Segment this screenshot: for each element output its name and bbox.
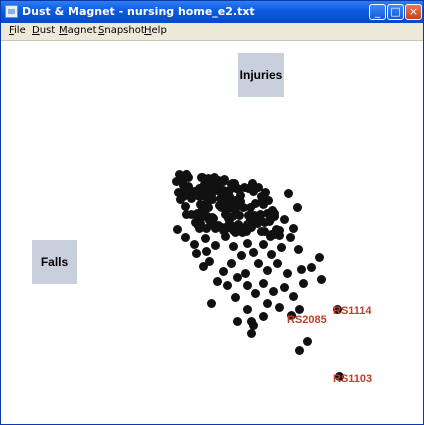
dust-particle[interactable] <box>247 329 256 338</box>
menu-magnet[interactable]: Magnet <box>59 25 97 36</box>
dust-particle[interactable] <box>231 293 240 302</box>
dust-particle[interactable] <box>260 218 269 227</box>
menu-bar: File Dust Magnet Snapshot Help <box>1 23 423 41</box>
dust-particle[interactable] <box>235 211 244 220</box>
dust-particle[interactable] <box>259 312 268 321</box>
magnet-falls[interactable]: Falls <box>32 240 77 284</box>
dust-particle[interactable] <box>223 281 232 290</box>
dust-particle[interactable] <box>201 234 210 243</box>
dust-particle[interactable] <box>254 259 263 268</box>
dust-particle[interactable] <box>221 210 230 219</box>
maximize-button[interactable]: □ <box>387 4 404 20</box>
menu-dust-label: ust <box>40 25 55 36</box>
menu-file-label: ile <box>14 25 26 36</box>
dust-particle[interactable] <box>227 221 236 230</box>
dust-particle[interactable] <box>248 179 257 188</box>
dust-particle[interactable] <box>283 269 292 278</box>
window-title: Dust & Magnet - nursing home_e2.txt <box>22 5 255 18</box>
dust-particle[interactable] <box>263 266 272 275</box>
menu-help-label: elp <box>152 25 167 36</box>
menu-help-key: H <box>144 25 152 36</box>
menu-dust-key: D <box>32 25 40 36</box>
dust-particle[interactable] <box>196 219 205 228</box>
title-bar[interactable]: Dust & Magnet - nursing home_e2.txt _ □ … <box>1 1 423 23</box>
dust-particle[interactable] <box>211 241 220 250</box>
menu-snapshot[interactable]: Snapshot <box>98 25 145 36</box>
close-button[interactable]: × <box>405 4 422 20</box>
dust-particle[interactable] <box>229 242 238 251</box>
dust-particle[interactable] <box>317 275 326 284</box>
dust-particle[interactable] <box>219 267 228 276</box>
app-icon <box>5 5 18 18</box>
dust-particle[interactable] <box>242 227 251 236</box>
dust-particle[interactable] <box>200 200 209 209</box>
menu-snapshot-label: napshot <box>104 25 144 36</box>
dust-label-rs1103: RS1103 <box>333 373 372 385</box>
dust-particle[interactable] <box>289 224 298 233</box>
dust-particle[interactable] <box>221 232 230 241</box>
dust-particle[interactable] <box>243 305 252 314</box>
dust-particle[interactable] <box>295 305 304 314</box>
dust-particle[interactable] <box>247 317 256 326</box>
menu-dust[interactable]: Dust <box>32 25 55 36</box>
dust-particle[interactable] <box>243 281 252 290</box>
dust-particle[interactable] <box>273 259 282 268</box>
dust-particle[interactable] <box>294 245 303 254</box>
dust-particle[interactable] <box>207 299 216 308</box>
dust-particle[interactable] <box>295 346 304 355</box>
dust-particle[interactable] <box>251 289 260 298</box>
dust-particle[interactable] <box>269 287 278 296</box>
dust-particle[interactable] <box>289 292 298 301</box>
dust-particle[interactable] <box>270 212 279 221</box>
dust-particle[interactable] <box>280 215 289 224</box>
menu-magnet-label: agnet <box>68 25 97 36</box>
dust-particle[interactable] <box>293 203 302 212</box>
dust-particle[interactable] <box>213 277 222 286</box>
dust-particle[interactable] <box>275 303 284 312</box>
dust-particle[interactable] <box>227 259 236 268</box>
menu-help[interactable]: Help <box>144 25 167 36</box>
dust-label-rs2085: RS2085 <box>287 314 327 326</box>
dust-particle[interactable] <box>267 250 276 259</box>
dust-particle[interactable] <box>257 227 266 236</box>
dust-particle[interactable] <box>263 299 272 308</box>
dust-particle[interactable] <box>266 232 275 241</box>
dust-particle[interactable] <box>237 251 246 260</box>
dust-label-rs1114: RS1114 <box>333 305 372 317</box>
dust-particle[interactable] <box>192 249 201 258</box>
dust-particle[interactable] <box>277 243 286 252</box>
dust-particle[interactable] <box>193 209 202 218</box>
minimize-button[interactable]: _ <box>369 4 386 20</box>
menu-magnet-key: M <box>59 25 68 36</box>
dust-particle[interactable] <box>232 196 241 205</box>
dust-particle[interactable] <box>241 269 250 278</box>
dust-particle[interactable] <box>299 279 308 288</box>
dust-particle[interactable] <box>284 189 293 198</box>
dust-particle[interactable] <box>286 233 295 242</box>
dust-particle[interactable] <box>199 262 208 271</box>
dust-particle[interactable] <box>243 239 252 248</box>
dust-canvas[interactable]: Injuries Falls RS1114 RS2085 RS1103 <box>1 41 423 424</box>
magnet-injuries[interactable]: Injuries <box>238 53 284 97</box>
dust-particle[interactable] <box>297 265 306 274</box>
dust-particle[interactable] <box>280 283 289 292</box>
dust-particle[interactable] <box>303 337 312 346</box>
dust-particle[interactable] <box>259 240 268 249</box>
dust-particle[interactable] <box>315 253 324 262</box>
dust-particle[interactable] <box>249 248 258 257</box>
dust-particle[interactable] <box>173 225 182 234</box>
dust-particle[interactable] <box>190 240 199 249</box>
menu-file[interactable]: File <box>9 25 26 36</box>
dust-particle[interactable] <box>307 263 316 272</box>
dust-particle[interactable] <box>181 233 190 242</box>
dust-particle[interactable] <box>202 247 211 256</box>
dust-particle[interactable] <box>259 279 268 288</box>
dust-particle[interactable] <box>233 317 242 326</box>
